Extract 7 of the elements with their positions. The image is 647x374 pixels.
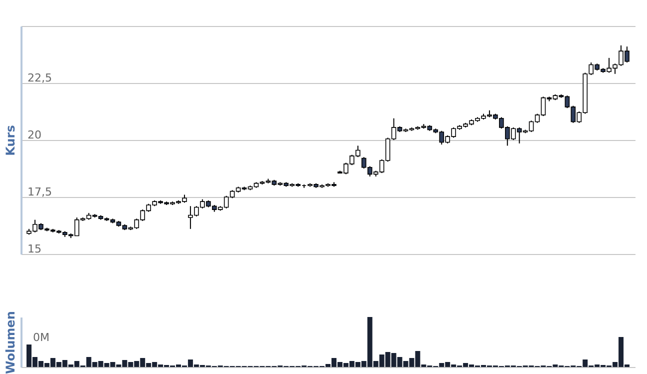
y-tick-label: 17,5 — [28, 186, 52, 198]
y-tick-label: 20 — [28, 128, 42, 142]
y-axis-title: Wolumen — [4, 311, 18, 374]
y-tick-label: 22,5 — [28, 72, 52, 84]
annotation: 0M — [33, 331, 50, 344]
y-axis-title: Kurs — [4, 125, 18, 156]
y-tick-label: 15 — [28, 242, 42, 256]
